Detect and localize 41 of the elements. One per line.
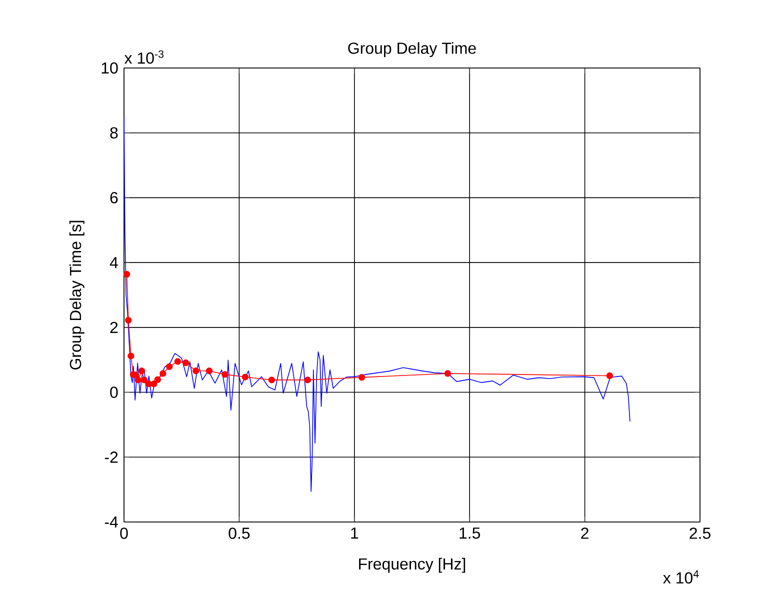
point <box>358 374 366 381</box>
point <box>123 270 130 278</box>
y-tick-label: 6 <box>110 192 118 204</box>
point <box>192 368 200 374</box>
y-tick-label: 10 <box>102 62 118 74</box>
point <box>154 376 161 383</box>
point <box>150 380 158 388</box>
point <box>134 376 142 384</box>
point <box>138 368 146 374</box>
y-tick-label: 4 <box>110 257 118 268</box>
point <box>128 352 134 360</box>
y-tick-label: -4 <box>104 516 118 528</box>
point <box>222 371 228 378</box>
point <box>444 370 452 377</box>
point <box>268 376 276 384</box>
point <box>166 363 173 370</box>
x-tick-label: 1 <box>351 528 358 539</box>
point <box>182 359 190 366</box>
y-tick-label: 8 <box>110 127 118 139</box>
x-tick-label: 1.5 <box>460 528 480 539</box>
line-series <box>124 116 630 492</box>
x-tick-label: 0.5 <box>228 528 250 539</box>
x-tick-label: 2.5 <box>690 528 710 539</box>
y-tick-label: 2 <box>110 322 118 334</box>
chart-title: Group Delay Time <box>348 42 476 58</box>
x-axis-title: Frequency [Hz] <box>359 558 466 573</box>
x-tick-label: 0 <box>120 528 128 539</box>
point <box>160 370 166 377</box>
text: x 10$^{4}$ <box>663 570 699 584</box>
x-tick-label: 2 <box>581 528 588 539</box>
y-tick-label: 0 <box>110 386 118 398</box>
point <box>206 368 213 374</box>
point <box>140 376 148 384</box>
point <box>242 374 249 380</box>
point <box>125 316 132 324</box>
point <box>606 372 614 380</box>
text: x 10$^{-3}$ <box>124 50 164 64</box>
point <box>304 376 311 384</box>
point <box>174 358 182 365</box>
y-axis-title: Group Delay Time [s] <box>69 220 84 370</box>
y-tick-label: -2 <box>104 452 118 463</box>
